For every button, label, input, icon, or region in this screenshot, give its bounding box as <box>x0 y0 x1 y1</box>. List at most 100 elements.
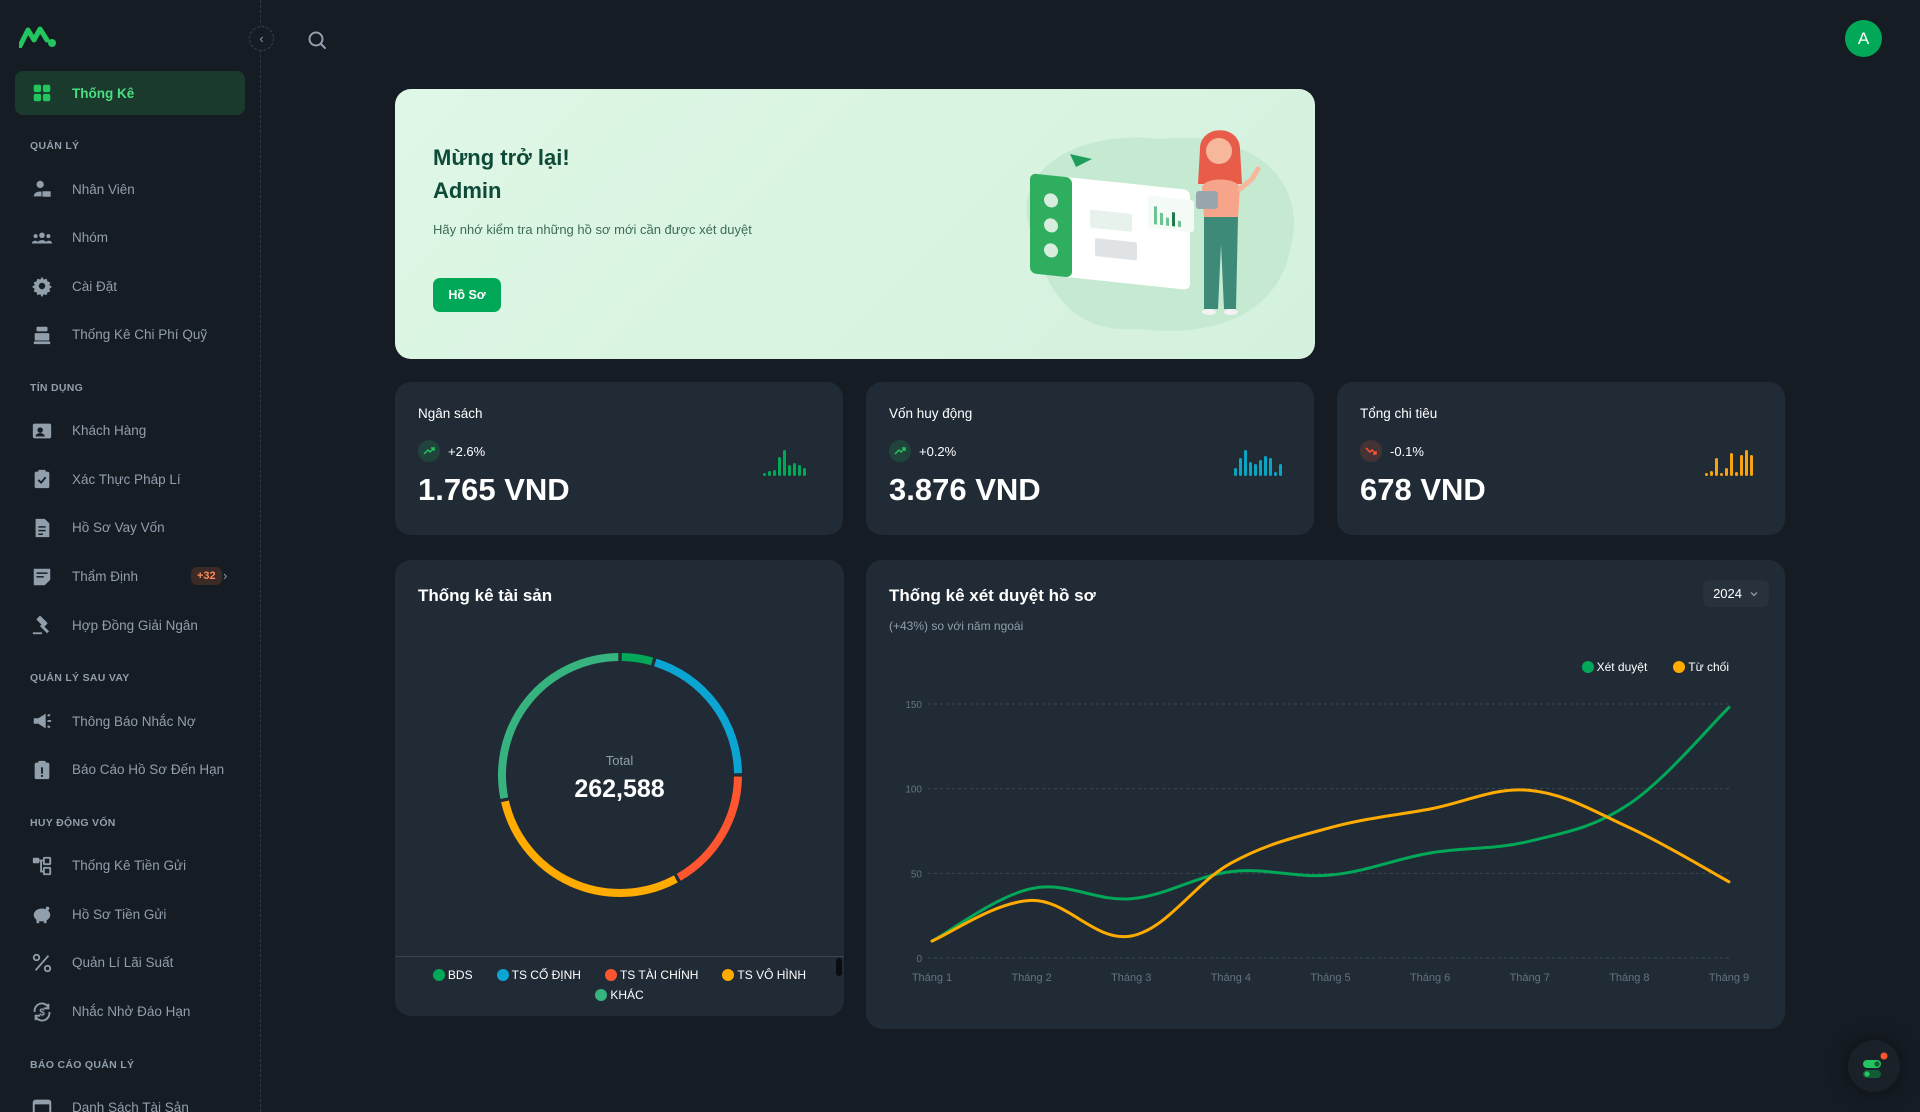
percent-icon <box>30 951 54 975</box>
stat-value: 3.876 VND <box>889 472 1041 507</box>
legend-item[interactable]: Xét duyệt <box>1581 660 1647 674</box>
document-icon <box>30 516 54 540</box>
legend-divider <box>395 956 844 957</box>
stat-title: Vốn huy động <box>889 406 973 421</box>
sparkline-bars <box>1705 450 1761 476</box>
legend-label: BDS <box>447 968 473 982</box>
stat-title: Ngân sách <box>418 406 483 421</box>
chevron-down-icon <box>1750 591 1758 596</box>
sidebar-item-bao-cao-ho-so-den-han[interactable]: Báo Cáo Hồ Sơ Đến Hạn <box>15 748 245 792</box>
stat-value: 1.765 VND <box>418 472 570 507</box>
stat-card: Ngân sách +2.6% 1.765 VND <box>395 382 843 535</box>
employee-badge-icon <box>30 177 54 201</box>
legend-label: TS CỐ ĐỊNH <box>511 968 581 982</box>
sidebar-item-label: Thống Kê Chi Phí Quỹ <box>72 327 208 343</box>
asset-card-title: Thống kê tài sản <box>418 586 553 605</box>
user-avatar[interactable]: A <box>1845 20 1882 57</box>
sidebar-item-hop-dong-giai-ngan[interactable]: Hợp Đồng Giải Ngân <box>15 603 245 647</box>
search-icon[interactable] <box>305 28 329 52</box>
legend-label: Từ chối <box>1688 660 1729 674</box>
stat-title: Tổng chi tiêu <box>1360 406 1438 421</box>
megaphone-icon <box>30 709 54 733</box>
sidebar-item-label: Thống Kê Tiền Gửi <box>72 858 187 874</box>
sidebar-item-label: Nhân Viên <box>72 181 135 197</box>
legend-item[interactable]: TS CỐ ĐỊNH <box>496 968 581 982</box>
sparkline-bars <box>763 450 819 476</box>
sidebar-item-danh-sach-tai-san[interactable]: Danh Sách Tài Sản <box>15 1086 245 1112</box>
collapse-sidebar-button[interactable]: ‹ <box>249 26 274 51</box>
line-series[interactable] <box>930 705 1731 943</box>
legend-item[interactable]: TS TÀI CHÍNH <box>604 968 698 982</box>
sparkline-bars <box>1234 450 1290 476</box>
welcome-title: Mừng trở lại! Admin <box>433 141 570 207</box>
trending-up-icon <box>889 440 911 462</box>
line-series[interactable] <box>930 788 1731 943</box>
dollar-cycle-icon: $ <box>30 1000 54 1024</box>
sidebar-item-nhom[interactable]: Nhóm <box>15 216 245 260</box>
sidebar-section-title: QUẢN LÝ <box>30 140 80 152</box>
piggy-bank-icon <box>30 902 54 926</box>
donut-segment[interactable] <box>498 653 619 799</box>
x-tick-label: Tháng 6 <box>1410 972 1450 984</box>
sidebar-section-title: TÍN DỤNG <box>30 381 84 394</box>
sidebar-item-thong-ke-chi-phi-quy[interactable]: Thống Kê Chi Phí Quỹ <box>15 313 245 357</box>
settings-fab-button[interactable] <box>1848 1040 1900 1092</box>
legend-scrollbar[interactable] <box>836 958 842 976</box>
sidebar-item-xac-thuc-phap-li[interactable]: Xác Thực Pháp Lí <box>15 457 245 501</box>
sidebar-item-label: Thẩm Định <box>72 569 139 585</box>
welcome-description: Hãy nhớ kiểm tra những hồ sơ mới cần đượ… <box>433 222 752 237</box>
sidebar-item-nhan-vien[interactable]: Nhân Viên <box>15 167 245 211</box>
legend-item[interactable]: TS VÔ HÌNH <box>722 968 806 982</box>
stat-trend: -0.1% <box>1360 440 1424 462</box>
sidebar-item-label: Nhắc Nhở Đáo Hạn <box>72 1004 191 1020</box>
approval-card-subtitle: (+43%) so với năm ngoái <box>889 619 1024 633</box>
sidebar-item-tham-dinh[interactable]: Thẩm Định +32 › <box>15 555 245 599</box>
sidebar-item-label: Danh Sách Tài Sản <box>72 1100 189 1112</box>
welcome-username: Admin <box>433 178 502 203</box>
hierarchy-icon <box>30 854 54 878</box>
donut-segment[interactable] <box>676 776 742 881</box>
group-icon <box>30 226 54 250</box>
sidebar-item-ho-so-tien-gui[interactable]: Hồ Sơ Tiền Gửi <box>15 892 245 936</box>
sidebar-item-thong-ke-tien-gui[interactable]: Thống Kê Tiền Gửi <box>15 844 245 888</box>
sidebar-item-thong-bao-nhac-no[interactable]: Thông Báo Nhắc Nợ <box>15 699 245 743</box>
sidebar-item-label: Xác Thực Pháp Lí <box>72 471 181 487</box>
customer-card-icon <box>30 419 54 443</box>
svg-text:$: $ <box>39 1007 45 1018</box>
approval-stats-card: 0 50 100 150 Tháng 1 Tháng 2 Tháng 3 Tháng 4 Thá… <box>866 560 1785 1029</box>
sidebar-item-thong-ke[interactable]: Thống Kê <box>15 71 245 115</box>
asset-donut-chart[interactable] <box>495 650 745 900</box>
legend-dot-icon <box>496 969 509 981</box>
brand-logo-icon[interactable] <box>19 26 57 48</box>
trending-up-icon <box>418 440 440 462</box>
stat-change: +0.2% <box>919 443 957 459</box>
chevron-left-icon: ‹ <box>259 31 264 46</box>
year-select[interactable]: 2024 <box>1703 580 1769 607</box>
cash-register-icon <box>30 323 54 347</box>
sidebar-nav: Thống Kê QUẢN LÝ Nhân Viên Nhóm Cài Đặt Thống… <box>15 71 245 1112</box>
sidebar-item-ho-so-vay-von[interactable]: Hồ Sơ Vay Vốn <box>15 506 245 550</box>
stat-trend: +0.2% <box>889 440 956 462</box>
x-tick-label: Tháng 7 <box>1510 972 1550 984</box>
sidebar-item-cai-dat[interactable]: Cài Đặt <box>15 264 245 308</box>
sidebar-item-quan-li-lai-suat[interactable]: Quản Lí Lãi Suất <box>15 941 245 985</box>
y-tick-label: 100 <box>905 785 922 796</box>
x-tick-label: Tháng 8 <box>1609 972 1649 984</box>
sidebar-section-title: QUẢN LÝ SAU VAY <box>30 672 130 685</box>
donut-segment[interactable] <box>621 653 654 666</box>
stat-change: -0.1% <box>1390 443 1424 459</box>
y-tick-label: 50 <box>911 869 923 880</box>
approval-line-chart[interactable]: 0 50 100 150 Tháng 1 Tháng 2 Tháng 3 Tháng 4 Thá… <box>866 560 1785 1029</box>
sidebar-item-nhac-nho-dao-han[interactable]: $ Nhắc Nhở Đáo Hạn <box>15 990 245 1034</box>
legend-item[interactable]: BDS <box>432 968 473 982</box>
legend-label: KHÁC <box>610 988 644 1002</box>
donut-segment[interactable] <box>501 800 678 897</box>
donut-segment[interactable] <box>654 658 742 774</box>
legend-dot-icon <box>595 989 608 1001</box>
legend-item[interactable]: KHÁC <box>595 988 644 1002</box>
legend-item[interactable]: Từ chối <box>1673 660 1729 674</box>
chevron-right-icon[interactable]: › <box>223 567 228 583</box>
profiles-button[interactable]: Hồ Sơ <box>433 278 501 312</box>
donut-legend: BDS TS CỐ ĐỊNH TS TÀI CHÍNH TS VÔ HÌNH KHÁC <box>415 968 824 1002</box>
sidebar-item-khach-hang[interactable]: Khách Hàng <box>15 409 245 453</box>
